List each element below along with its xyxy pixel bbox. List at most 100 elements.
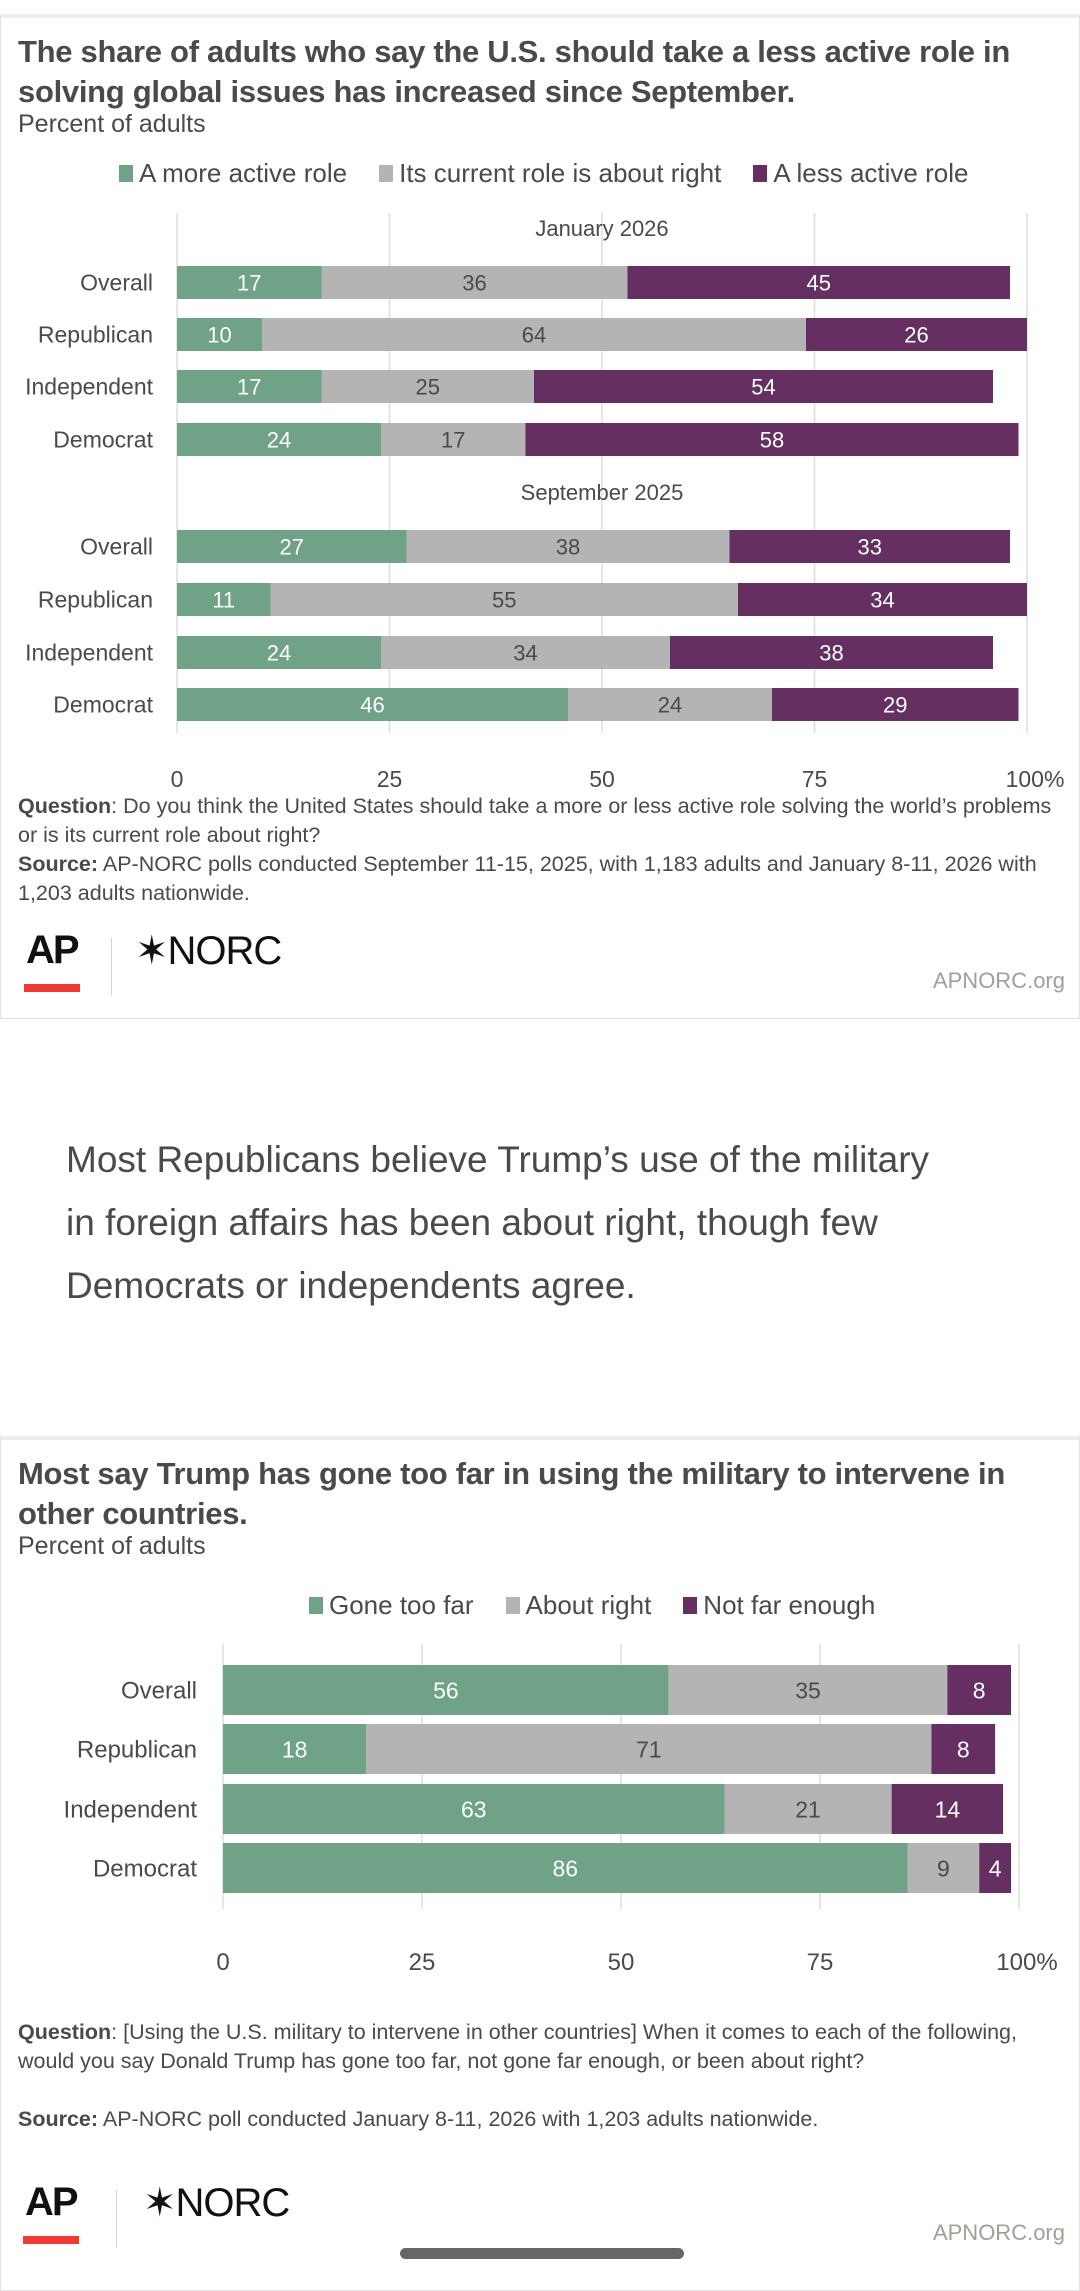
bar-segment xyxy=(738,583,1027,616)
bar-segment xyxy=(806,318,1027,351)
bar-segment xyxy=(177,636,381,669)
data-label: 38 xyxy=(819,640,843,665)
chart-title: The share of adults who say the U.S. sho… xyxy=(18,34,1010,109)
norc-star-icon: ✶ xyxy=(135,929,169,973)
bar-segment xyxy=(525,423,1019,456)
x-tick-label: 0 xyxy=(171,766,184,792)
ap-logo-underline xyxy=(24,984,80,992)
chart-legend: Gone too far About right Not far enough xyxy=(309,1590,875,1621)
data-label: 29 xyxy=(883,692,907,717)
data-label: 21 xyxy=(795,1796,821,1822)
legend-label: A less active role xyxy=(773,158,969,188)
data-label: 55 xyxy=(492,587,516,612)
bar-segment xyxy=(366,1724,932,1774)
bar-segment xyxy=(223,1843,908,1893)
legend-label: Its current role is about right xyxy=(399,158,722,188)
data-label: 71 xyxy=(636,1736,662,1762)
data-label: 56 xyxy=(433,1677,459,1703)
bar-segment xyxy=(772,688,1019,721)
category-label: Overall xyxy=(121,1677,197,1704)
data-label: 54 xyxy=(751,374,775,399)
category-label: Independent xyxy=(25,373,154,399)
data-label: 36 xyxy=(462,270,486,295)
category-label: Independent xyxy=(25,639,154,665)
bar-segment xyxy=(223,1784,725,1834)
data-label: 8 xyxy=(957,1736,970,1762)
norc-logo: ✶NORC xyxy=(143,2180,291,2226)
data-label: 24 xyxy=(658,692,682,717)
source-text: AP-NORC poll conducted January 8-11, 202… xyxy=(98,2107,819,2131)
norc-logo-text: NORC xyxy=(175,2181,291,2225)
bar-segment xyxy=(177,423,381,456)
bar-segment xyxy=(668,1665,948,1715)
bar-segment xyxy=(979,1843,1012,1893)
data-label: 17 xyxy=(237,270,261,295)
question-label: Question xyxy=(18,794,112,818)
legend-label: A more active role xyxy=(139,158,348,188)
category-label: Democrat xyxy=(93,1855,197,1882)
bar-segment xyxy=(947,1665,1012,1715)
chart-title: Most say Trump has gone too far in using… xyxy=(18,1456,1005,1531)
chart-plot-military: 0 25 50 75 100% Overall 56 35 8 Republican 18 71 8 In… xyxy=(64,1644,1058,1976)
chart-subtitle: Percent of adults xyxy=(18,110,206,138)
data-label: 24 xyxy=(267,640,291,665)
bar-segment xyxy=(406,530,730,563)
apnorc-link[interactable]: APNORC.org xyxy=(932,2220,1065,2245)
legend-item-more: A more active role xyxy=(119,158,347,189)
category-label: Overall xyxy=(80,269,153,295)
source-label: Source: xyxy=(18,852,99,876)
question-text: : Do you think the United States should … xyxy=(18,794,1052,847)
data-label: 86 xyxy=(552,1855,578,1881)
x-tick-label: 25 xyxy=(409,1949,436,1976)
data-label: 17 xyxy=(441,427,465,452)
data-label: 46 xyxy=(360,692,384,717)
category-label: Democrat xyxy=(53,426,153,452)
bar-segment xyxy=(177,318,262,351)
bar-segment xyxy=(262,318,806,351)
data-label: 18 xyxy=(282,1736,308,1762)
legend-label: Gone too far xyxy=(329,1590,474,1620)
x-tick-label: 50 xyxy=(608,1949,635,1976)
question-text: : [Using the U.S. military to intervene … xyxy=(18,2020,1017,2073)
bar-segment xyxy=(931,1724,996,1774)
chart-plot-role: 0 25 50 75 100% January 2026 Overall 17 36 45 Repu… xyxy=(25,213,1064,792)
category-label: Democrat xyxy=(53,691,153,717)
data-label: 33 xyxy=(858,534,882,559)
bar-segment xyxy=(670,636,993,669)
chart-source: Source: AP-NORC polls conducted Septembe… xyxy=(18,850,1061,908)
bar-segment xyxy=(729,530,1010,563)
x-tick-label: 50 xyxy=(589,766,615,792)
group-label: January 2026 xyxy=(535,216,668,241)
data-label: 63 xyxy=(461,1796,487,1822)
legend-swatch xyxy=(309,1597,323,1614)
category-label: Republican xyxy=(77,1736,197,1763)
legend-swatch xyxy=(683,1597,698,1614)
data-label: 17 xyxy=(237,374,261,399)
chart-question: Question: [Using the U.S. military to in… xyxy=(18,2018,1061,2076)
home-indicator[interactable] xyxy=(400,2248,684,2259)
data-label: 26 xyxy=(904,322,928,347)
x-tick-label: 75 xyxy=(807,1949,834,1976)
bar-segment xyxy=(177,530,407,563)
bar-segment xyxy=(627,266,1010,299)
data-label: 35 xyxy=(795,1677,821,1703)
legend-swatch xyxy=(379,165,394,182)
x-tick-label: 0 xyxy=(216,1949,229,1976)
x-tick-label: 25 xyxy=(377,766,403,792)
apnorc-link[interactable]: APNORC.org xyxy=(932,968,1065,993)
x-tick-label: 75 xyxy=(802,766,828,792)
legend-item-less: A less active role xyxy=(753,158,968,189)
group-label: September 2025 xyxy=(521,480,684,505)
legend-label: Not far enough xyxy=(703,1590,876,1620)
source-label: Source: xyxy=(18,2107,99,2131)
legend-item-about-right: About right xyxy=(505,1590,651,1621)
bar-segment xyxy=(177,688,568,721)
legend-swatch xyxy=(119,165,133,182)
source-text: AP-NORC polls conducted September 11-15,… xyxy=(18,852,1037,905)
chart-subtitle: Percent of adults xyxy=(18,1532,206,1560)
bar-segment xyxy=(891,1784,1004,1834)
data-label: 34 xyxy=(870,587,894,612)
data-label: 10 xyxy=(207,322,231,347)
legend-item-not-far-enough: Not far enough xyxy=(683,1590,875,1621)
chart-card-role: The share of adults who say the U.S. sho… xyxy=(0,14,1080,1019)
